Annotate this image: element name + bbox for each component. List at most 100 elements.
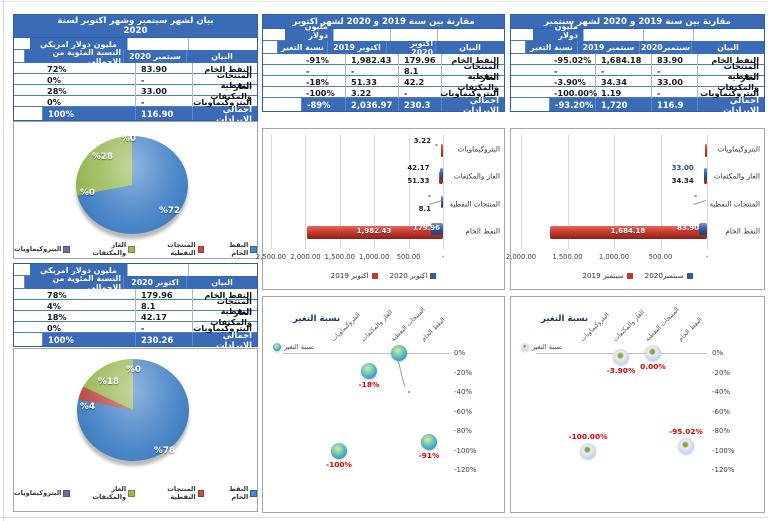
column-header: اكتوبر 2020 bbox=[386, 39, 435, 57]
value-cell: 3.22 bbox=[345, 87, 398, 98]
total-label-cell: اجمالي الايرادات bbox=[697, 95, 764, 115]
point-label: - bbox=[407, 387, 411, 396]
legend-label: البتروكيماويات bbox=[14, 245, 62, 253]
bar-label: 51.33 bbox=[407, 177, 430, 186]
table-row: البتروكيماويات - 0% bbox=[14, 322, 257, 333]
cell-value: -18% bbox=[306, 76, 329, 87]
column-header: البيان bbox=[691, 41, 764, 54]
legend-item: اكتوبر 2020 bbox=[390, 271, 437, 280]
category-label: البتروكيماويات bbox=[457, 144, 500, 154]
axis-line bbox=[283, 353, 449, 354]
unit-spacer bbox=[693, 29, 764, 41]
pie-legend: النفط الخام المنتجات النفطية الغاز والمكثف… bbox=[14, 485, 257, 501]
total-value: 2,036.97 bbox=[351, 99, 393, 110]
value-cell: - bbox=[398, 87, 441, 98]
axis-tick: 1,000.00 bbox=[359, 253, 390, 261]
value-cell: 4% bbox=[42, 300, 135, 311]
cell-value: 0% bbox=[47, 96, 61, 107]
bubble bbox=[331, 442, 347, 459]
value-cell: - bbox=[651, 65, 697, 76]
total-value-cell: 116.9 bbox=[651, 98, 697, 111]
unit-row: مليون دولار امريكي bbox=[511, 22, 764, 49]
category-label: المنتجات النفطية bbox=[449, 199, 500, 209]
scatter-legend: نسبة التغير bbox=[273, 343, 314, 351]
bar-label: - bbox=[428, 191, 431, 200]
pie-slice-label: %4 bbox=[80, 402, 95, 412]
row-label-cell: البتروكيماويات bbox=[440, 87, 504, 98]
y-tick: -20% bbox=[454, 368, 473, 377]
total-value-cell: 1,720 bbox=[595, 98, 651, 111]
point-label: -100% bbox=[326, 459, 352, 469]
total-value: 100% bbox=[48, 108, 74, 119]
value-cell: 51.33 bbox=[345, 76, 398, 87]
value-cell: 42.17 bbox=[135, 311, 192, 322]
sheet-left-edge bbox=[3, 0, 4, 521]
unit-spacer bbox=[127, 38, 188, 50]
legend-item: اكتوبر 2019 bbox=[331, 271, 378, 280]
legend-marker bbox=[371, 272, 378, 279]
legend-label: اكتوبر 2019 bbox=[330, 271, 369, 280]
value-cell: -91% bbox=[301, 54, 345, 65]
total-value-cell: 116.90 bbox=[135, 107, 192, 120]
total-row: اجمالي الايرادات 230.3 2,036.97 -89% bbox=[263, 95, 504, 115]
cell-value: - bbox=[141, 74, 145, 85]
cell-value: 18% bbox=[47, 311, 67, 322]
legend-marker bbox=[521, 343, 529, 351]
table-title: بيان لشهر سبتمبر وشهر اكتوبر لسنة 2020 bbox=[14, 15, 257, 38]
table-row: المنتجات النفطية - - - bbox=[511, 61, 764, 81]
total-label-cell: اجمالي الايرادات bbox=[441, 95, 504, 115]
legend-marker bbox=[63, 245, 71, 253]
axis-tick: 2,000.00 bbox=[290, 253, 321, 261]
scatter-legend: نسبة التغير bbox=[521, 343, 562, 351]
gridline bbox=[305, 135, 307, 249]
category-label: البتروكيماويات bbox=[717, 144, 760, 154]
table-title-text: بيان لشهر سبتمبر وشهر اكتوبر لسنة 2020 bbox=[57, 16, 214, 36]
chart-title: نسبة التغير bbox=[541, 314, 589, 324]
total-value-cell: 230.26 bbox=[135, 333, 192, 346]
total-label: اجمالي الايرادات bbox=[216, 103, 252, 124]
pie-slice-label: %18 bbox=[98, 377, 120, 387]
value-cell: - bbox=[135, 322, 192, 333]
bubble bbox=[361, 362, 377, 379]
total-value-cell: -89% bbox=[301, 98, 345, 111]
cell-value: -91% bbox=[306, 54, 329, 65]
value-cell: 72% bbox=[42, 63, 135, 74]
total-value: -89% bbox=[307, 99, 331, 110]
bar-chart-september: 2,000.00 1,500.00 1,000.00 500.00 - البتروكيم… bbox=[506, 128, 765, 290]
bar-label: 42.17 bbox=[407, 164, 430, 173]
row-label-cell: الغاز والمكثفات bbox=[441, 72, 504, 92]
row-label: البتروكيماويات bbox=[440, 87, 499, 98]
row-label-cell: الغاز والمكثفات bbox=[697, 72, 764, 92]
row-label: الغاز والمكثفات bbox=[210, 80, 252, 101]
row-label: المنتجات النفطية bbox=[723, 60, 759, 81]
unit-cell: مليون دولار امريكي bbox=[533, 22, 583, 49]
pie-slice-label: %78 bbox=[154, 446, 176, 456]
row-label-cell: المنتجات النفطية bbox=[697, 61, 764, 81]
row-label: المنتجات النفطية bbox=[216, 69, 252, 90]
legend-marker bbox=[197, 245, 205, 253]
header-row: البيان اكتوبر 2020 النسبة المئوية من الاجم… bbox=[14, 274, 257, 292]
sheet-top-edge bbox=[0, 1, 768, 2]
legend-item: البتروكيماويات bbox=[14, 489, 71, 497]
scatter-chart-october: نسبة التغير نسبة التغير 0% -20% -40% -60% -80%… bbox=[262, 296, 505, 513]
cell-value: -100.00% bbox=[554, 87, 598, 98]
bar-chart-october: 2,500.00 2,000.00 1,500.00 1,000.00 500.00 - ا… bbox=[256, 128, 505, 290]
total-value: 230.26 bbox=[141, 334, 174, 345]
pie-legend: النفط الخام المنتجات النفطية الغاز والمكثف… bbox=[14, 241, 257, 257]
pie-slice-label: %0 bbox=[80, 188, 95, 198]
bar-label: - bbox=[435, 140, 438, 149]
bubble bbox=[391, 345, 407, 361]
leader-line bbox=[429, 199, 442, 205]
total-row: اجمالي الايرادات 230.26 100% bbox=[14, 330, 257, 350]
value-cell: -18% bbox=[301, 76, 345, 87]
value-cell: 8.1 bbox=[135, 300, 192, 311]
category-label: الغاز والمكثفات bbox=[713, 171, 760, 181]
scatter-chart-september: نسبة التغير نسبة التغير 0% -20% -40% -60% -80%… bbox=[510, 296, 765, 513]
gridline bbox=[339, 135, 341, 249]
row-label: النفط الخام bbox=[451, 54, 499, 65]
value-cell: 179.96 bbox=[398, 54, 441, 65]
header-row: البيان اكتوبر 2020 اكتوبر 2019 نسبة التغير bbox=[263, 39, 504, 57]
category-label: النفط الخام bbox=[676, 315, 704, 343]
row-label-cell: البتروكيماويات bbox=[697, 87, 764, 98]
